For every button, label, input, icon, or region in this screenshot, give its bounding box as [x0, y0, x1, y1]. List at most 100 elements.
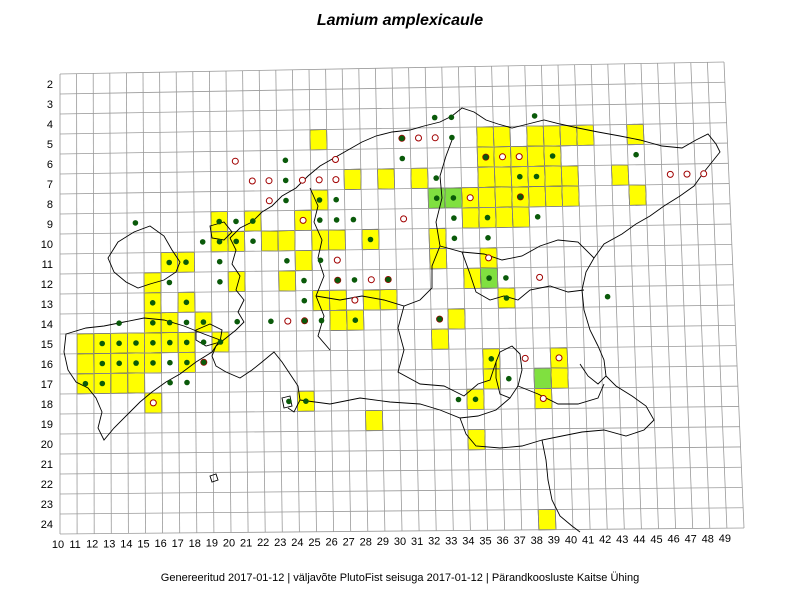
x-tick-label: 30 — [394, 536, 406, 548]
mainland-coastline — [229, 107, 721, 239]
x-tick-label: 37 — [514, 535, 526, 547]
open-circle-marker — [539, 395, 547, 402]
filled-dot-marker — [201, 359, 207, 366]
filled-dot-marker — [448, 114, 455, 121]
filled-dot-marker — [506, 375, 512, 382]
county-border-southeast — [541, 439, 581, 533]
filled-dot-marker — [316, 197, 323, 203]
filled-dot-marker — [333, 217, 340, 223]
filled-dot-marker — [503, 295, 510, 301]
filled-dot-marker — [517, 173, 523, 180]
grid-line-horizontal — [59, 385, 738, 395]
occurrence-cell-yellow — [343, 168, 362, 191]
open-circle-marker — [332, 156, 339, 163]
filled-dot-marker — [486, 275, 492, 281]
grid-line-horizontal — [59, 406, 739, 415]
open-circle-marker — [683, 170, 691, 178]
filled-dot-marker — [150, 360, 156, 366]
x-tick-label: 32 — [428, 536, 440, 548]
grid-line-horizontal — [59, 527, 745, 535]
filled-dot-marker — [216, 258, 223, 265]
filled-dot-marker — [200, 339, 207, 346]
x-tick-label: 10 — [52, 539, 64, 551]
grid-line-horizontal — [59, 304, 735, 315]
filled-dot-marker — [199, 239, 206, 245]
filled-dot-marker — [385, 276, 392, 283]
filled-dot-marker — [217, 339, 224, 345]
filled-dot-marker — [433, 195, 440, 201]
filled-dot-marker — [234, 318, 240, 325]
y-tick-label: 18 — [41, 399, 53, 411]
grid-line-horizontal — [59, 426, 740, 435]
filled-dot-marker — [352, 317, 359, 324]
filled-dot-marker — [183, 259, 189, 266]
occurrence-cell-yellow — [526, 145, 546, 167]
county-border-south — [459, 375, 655, 449]
filled-dot-marker — [485, 235, 491, 241]
x-tick-label: 47 — [685, 534, 697, 546]
filled-dot-marker — [334, 277, 341, 284]
coastline — [63, 107, 721, 483]
filled-dot-marker — [531, 113, 538, 119]
grid-line-horizontal — [59, 507, 744, 515]
filled-dot-marker — [282, 177, 289, 184]
x-tick-label: 22 — [257, 537, 269, 549]
occurrence-cell-yellow — [277, 230, 296, 252]
filled-dot-marker — [166, 279, 173, 286]
occurrence-cell-yellow — [127, 372, 146, 394]
filled-dot-marker — [184, 359, 190, 366]
x-tick-label: 12 — [86, 539, 98, 551]
occurrence-cell-yellow — [143, 272, 162, 294]
x-tick-label: 49 — [719, 533, 731, 545]
x-tick-label: 13 — [103, 539, 115, 551]
occurrence-cell-yellow — [447, 308, 466, 330]
filled-dot-marker — [503, 275, 509, 281]
open-circle-marker — [485, 254, 493, 262]
filled-dot-marker — [633, 151, 639, 158]
x-tick-label: 46 — [667, 534, 679, 546]
saaremaa-coastline — [63, 317, 221, 441]
open-circle-marker — [536, 273, 544, 281]
filled-dot-marker — [268, 318, 274, 325]
filled-dot-marker — [99, 340, 105, 347]
county-border-central — [397, 305, 497, 397]
grid-line-vertical — [657, 63, 676, 529]
grid-line-horizontal — [59, 264, 733, 275]
filled-dot-marker — [183, 299, 190, 306]
filled-dot-marker — [517, 194, 524, 200]
filled-dot-marker — [449, 134, 455, 141]
filled-dot-marker — [399, 155, 406, 162]
grid-line-vertical — [325, 69, 334, 532]
ruhnu-coastline — [209, 473, 219, 483]
y-tick-label: 20 — [41, 439, 53, 451]
grid-line-horizontal — [59, 243, 732, 255]
open-circle-marker — [149, 399, 157, 407]
open-circle-marker — [315, 176, 323, 184]
filled-dot-marker — [166, 259, 172, 266]
x-tick-label: 24 — [291, 537, 303, 549]
filled-dot-marker — [317, 257, 324, 264]
grid-line-vertical — [258, 70, 266, 533]
grid-line-vertical — [292, 69, 300, 532]
x-tick-label: 43 — [616, 534, 628, 546]
y-tick-label: 4 — [47, 119, 53, 131]
filled-dot-marker — [451, 235, 458, 242]
kihnu-coastline — [281, 395, 293, 409]
vortsjarv-shore — [495, 345, 523, 399]
occurrence-cell-green — [533, 367, 552, 389]
occurrence-cell-yellow — [377, 168, 396, 190]
x-tick-label: 29 — [377, 536, 389, 548]
county-border-west — [309, 187, 331, 351]
grid-line-vertical — [358, 68, 369, 532]
filled-dot-marker — [286, 398, 292, 405]
grid-line-horizontal — [59, 122, 727, 135]
filled-dot-marker — [436, 316, 443, 322]
filled-dot-marker — [351, 277, 358, 283]
x-tick-label: 48 — [702, 533, 714, 545]
open-circle-marker — [298, 176, 306, 184]
filled-dot-marker — [133, 360, 139, 366]
filled-dot-marker — [303, 398, 309, 405]
occurrence-symbols — [82, 113, 708, 407]
filled-dot-marker — [82, 380, 89, 387]
